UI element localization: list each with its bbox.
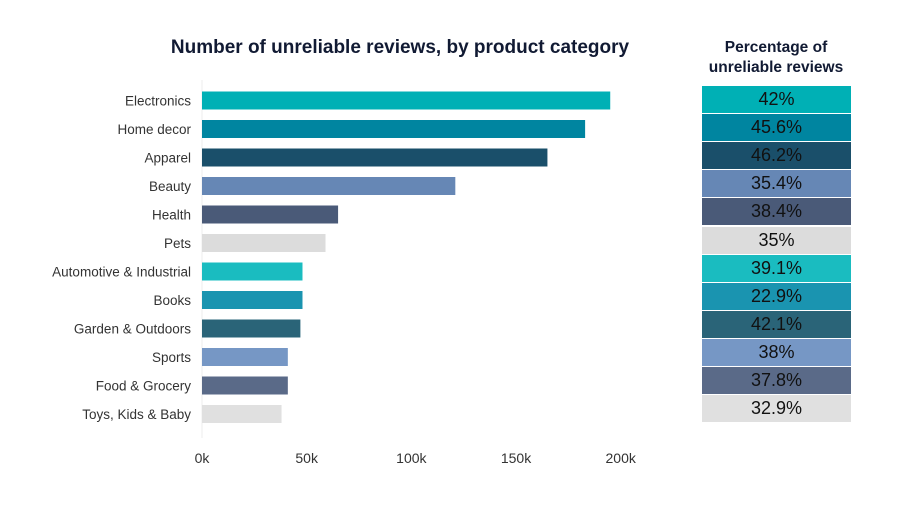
bar bbox=[202, 148, 548, 167]
category-label: Books bbox=[153, 293, 191, 308]
category-label: Apparel bbox=[144, 151, 191, 166]
category-label: Garden & Outdoors bbox=[74, 322, 191, 337]
category-label: Pets bbox=[164, 236, 191, 251]
percentage-cell: 38.4% bbox=[702, 198, 851, 226]
x-tick-label: 150k bbox=[501, 450, 532, 466]
percentage-cell: 39.1% bbox=[702, 254, 851, 282]
category-label: Automotive & Industrial bbox=[52, 265, 191, 280]
category-label: Health bbox=[152, 208, 191, 223]
percentage-cell: 22.9% bbox=[702, 282, 851, 310]
bar bbox=[202, 319, 301, 338]
bar bbox=[202, 91, 611, 110]
bar bbox=[202, 405, 282, 423]
bar bbox=[202, 262, 303, 281]
bar bbox=[202, 348, 288, 366]
chart-title: Number of unreliable reviews, by product… bbox=[170, 37, 630, 58]
category-label: Home decor bbox=[117, 122, 191, 137]
percentage-cell: 42.1% bbox=[702, 310, 851, 338]
bar bbox=[202, 234, 326, 252]
category-label: Sports bbox=[152, 350, 191, 365]
percentage-cell: 35.4% bbox=[702, 170, 851, 198]
percentage-cell: 32.9% bbox=[702, 395, 851, 423]
x-tick-label: 200k bbox=[606, 450, 637, 466]
bar bbox=[202, 177, 456, 195]
percentage-cell: 38% bbox=[702, 338, 851, 366]
bar bbox=[202, 291, 303, 309]
bar bbox=[202, 205, 339, 224]
percentage-cell: 42% bbox=[702, 86, 851, 113]
category-label: Electronics bbox=[125, 94, 191, 109]
category-label: Beauty bbox=[149, 179, 191, 194]
percentage-cell: 46.2% bbox=[702, 142, 851, 170]
x-tick-label: 0k bbox=[195, 450, 211, 466]
category-label: Toys, Kids & Baby bbox=[82, 407, 191, 422]
bar bbox=[202, 120, 586, 138]
bar bbox=[202, 376, 288, 395]
x-tick-label: 100k bbox=[396, 450, 427, 466]
percentage-title: Percentage of unreliable reviews bbox=[708, 39, 844, 76]
percentage-cell: 35% bbox=[702, 226, 851, 254]
percentage-cell: 45.6% bbox=[702, 114, 851, 142]
category-label: Food & Grocery bbox=[96, 379, 192, 394]
x-tick-label: 50k bbox=[295, 450, 319, 466]
percentage-cell: 37.8% bbox=[702, 367, 851, 394]
